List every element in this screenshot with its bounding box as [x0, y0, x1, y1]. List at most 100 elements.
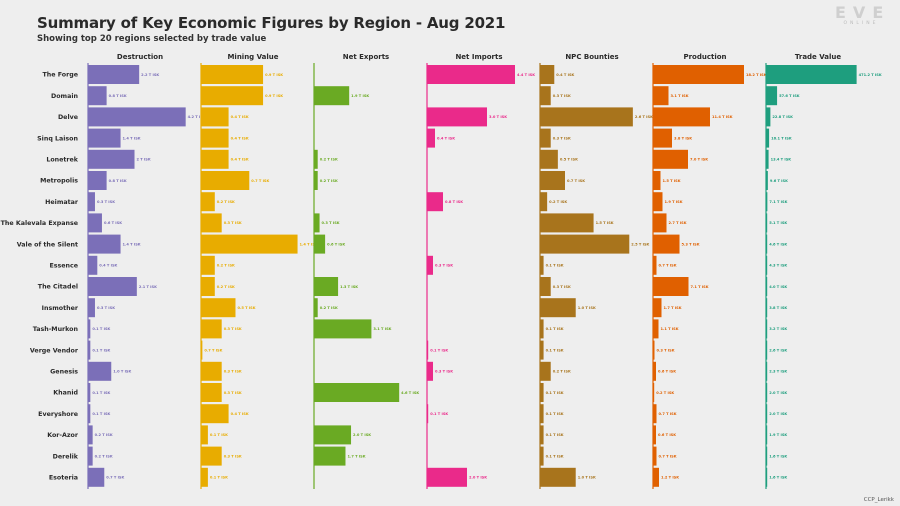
col-header-destruction: Destruction [117, 53, 163, 61]
bar-production-vale-of-the-silent [653, 234, 680, 254]
bar-npc-bounties-the-kalevala-expanse [540, 213, 594, 233]
data-label-npc-bounties-khanid: 0.1 T ISK [546, 391, 564, 395]
data-label-mining-value-lonetrek: 0.4 T ISK [231, 158, 249, 162]
data-label-npc-bounties-everyshore: 0.1 T ISK [546, 412, 564, 416]
region-label-derelik: Derelik [53, 453, 79, 460]
bar-destruction-sinq-laison [88, 128, 121, 148]
data-label-npc-bounties-insmother: 1.0 T ISK [578, 306, 596, 310]
data-label-net-exports-lonetrek: 0.2 T ISK [320, 158, 338, 162]
bar-production-verge-vendor [653, 340, 655, 360]
bar-trade-value-esoteria [766, 467, 768, 487]
bar-trade-value-tash-murkon [766, 319, 768, 339]
region-label-essence: Essence [49, 263, 78, 270]
bar-destruction-lonetrek [88, 149, 135, 169]
bar-mining-value-vale-of-the-silent [201, 234, 298, 254]
bar-production-essence [653, 255, 657, 275]
data-label-production-domain: 3.1 T ISK [671, 94, 689, 98]
region-label-tash-murkon: Tash-Murkon [33, 326, 78, 333]
data-label-production-verge-vendor: 0.3 T ISK [657, 348, 675, 352]
bar-destruction-insmother [88, 298, 95, 318]
bar-destruction-tash-murkon [88, 319, 91, 339]
data-label-mining-value-domain: 0.9 T ISK [265, 94, 283, 98]
bar-npc-bounties-verge-vendor [540, 340, 544, 360]
bar-npc-bounties-sinq-laison [540, 128, 551, 148]
bar-trade-value-domain [766, 86, 778, 106]
bar-production-derelik [653, 446, 657, 466]
data-label-mining-value-metropolis: 0.7 T ISK [251, 179, 269, 183]
bar-trade-value-kor-azor [766, 425, 768, 445]
bar-trade-value-metropolis [766, 171, 768, 190]
bar-mining-value-esoteria [201, 467, 208, 487]
bar-net-exports-kor-azor [314, 425, 352, 445]
bar-npc-bounties-essence [540, 255, 544, 275]
data-label-destruction-sinq-laison: 1.4 T ISK [123, 136, 141, 140]
bar-trade-value-verge-vendor [766, 340, 768, 360]
data-label-mining-value-essence: 0.2 T ISK [217, 264, 235, 268]
eve-logo: EVE [835, 3, 891, 22]
bar-destruction-essence [88, 255, 98, 275]
bar-net-exports-domain [314, 86, 350, 106]
bar-net-exports-vale-of-the-silent [314, 234, 326, 254]
data-label-destruction-metropolis: 0.8 T ISK [109, 179, 127, 183]
data-label-net-imports-delve: 3.0 T ISK [489, 115, 507, 119]
bar-mining-value-delve [201, 107, 229, 127]
data-label-production-genesis: 0.6 T ISK [658, 370, 676, 374]
data-label-mining-value-delve: 0.4 T ISK [231, 115, 249, 119]
data-label-production-the-citadel: 7.1 T ISK [691, 285, 709, 289]
bar-npc-bounties-esoteria [540, 467, 576, 487]
col-header-trade-value: Trade Value [795, 53, 842, 61]
region-label-insmother: Insmother [42, 305, 79, 312]
data-label-production-everyshore: 0.7 T ISK [659, 412, 677, 416]
data-label-npc-bounties-tash-murkon: 0.1 T ISK [546, 327, 564, 331]
data-label-net-exports-the-citadel: 1.3 T ISK [340, 285, 358, 289]
data-label-destruction-vale-of-the-silent: 1.4 T ISK [123, 242, 141, 246]
bar-mining-value-insmother [201, 298, 236, 318]
data-label-destruction-insmother: 0.3 T ISK [97, 306, 115, 310]
data-label-destruction-derelik: 0.2 T ISK [95, 454, 113, 458]
data-label-mining-value-the-kalevala-expanse: 0.3 T ISK [224, 221, 242, 225]
data-label-production-delve: 11.4 T ISK [712, 115, 733, 119]
data-label-production-derelik: 0.7 T ISK [659, 454, 677, 458]
data-label-mining-value-tash-murkon: 0.3 T ISK [224, 327, 242, 331]
data-label-npc-bounties-delve: 2.6 T ISK [635, 115, 653, 119]
bar-mining-value-essence [201, 255, 215, 275]
data-label-net-exports-khanid: 4.6 T ISK [401, 391, 419, 395]
data-label-net-exports-kor-azor: 2.0 T ISK [353, 433, 371, 437]
data-label-destruction-the-forge: 2.2 T ISK [141, 73, 159, 77]
bar-net-exports-khanid [314, 383, 400, 402]
bar-net-exports-lonetrek [314, 149, 318, 169]
data-label-production-the-forge: 18.2 T ISK [746, 73, 767, 77]
data-label-destruction-lonetrek: 2 T ISK [137, 158, 151, 162]
bar-trade-value-derelik [766, 446, 768, 466]
data-label-mining-value-vale-of-the-silent: 1.4 T ISK [300, 242, 318, 246]
data-label-npc-bounties-the-forge: 0.4 T ISK [556, 73, 574, 77]
data-label-net-imports-genesis: 0.3 T ISK [435, 370, 453, 374]
data-label-net-imports-esoteria: 2.0 T ISK [469, 476, 487, 480]
data-label-trade-value-the-kalevala-expanse: 5.1 T ISK [769, 221, 787, 225]
bar-trade-value-lonetrek [766, 149, 769, 169]
bar-mining-value-the-kalevala-expanse [201, 213, 222, 233]
bar-trade-value-the-kalevala-expanse [766, 213, 768, 233]
bar-mining-value-the-citadel [201, 277, 215, 296]
col-header-production: Production [683, 53, 726, 61]
bar-destruction-delve [88, 107, 186, 127]
data-label-trade-value-insmother: 3.8 T ISK [769, 306, 787, 310]
bar-production-the-forge [653, 65, 744, 84]
col-header-mining-value: Mining Value [227, 53, 278, 61]
chart-subtitle: Showing top 20 regions selected by trade… [37, 34, 267, 44]
bar-npc-bounties-heimatar [540, 192, 548, 212]
region-label-the-forge: The Forge [43, 72, 79, 79]
bar-npc-bounties-insmother [540, 298, 576, 318]
data-label-net-exports-tash-murkon: 3.1 T ISK [373, 327, 391, 331]
data-label-production-heimatar: 1.9 T ISK [665, 200, 683, 204]
bar-trade-value-insmother [766, 298, 768, 318]
data-label-trade-value-kor-azor: 1.9 T ISK [769, 433, 787, 437]
bar-destruction-derelik [88, 446, 93, 466]
bar-npc-bounties-kor-azor [540, 425, 544, 445]
bar-production-genesis [653, 361, 656, 381]
data-label-npc-bounties-domain: 0.3 T ISK [553, 94, 571, 98]
data-label-mining-value-the-citadel: 0.2 T ISK [217, 285, 235, 289]
region-label-domain: Domain [51, 93, 78, 100]
col-header-net-imports: Net Imports [455, 53, 502, 61]
data-label-mining-value-verge-vendor: 0.7 T ISK [204, 348, 222, 352]
